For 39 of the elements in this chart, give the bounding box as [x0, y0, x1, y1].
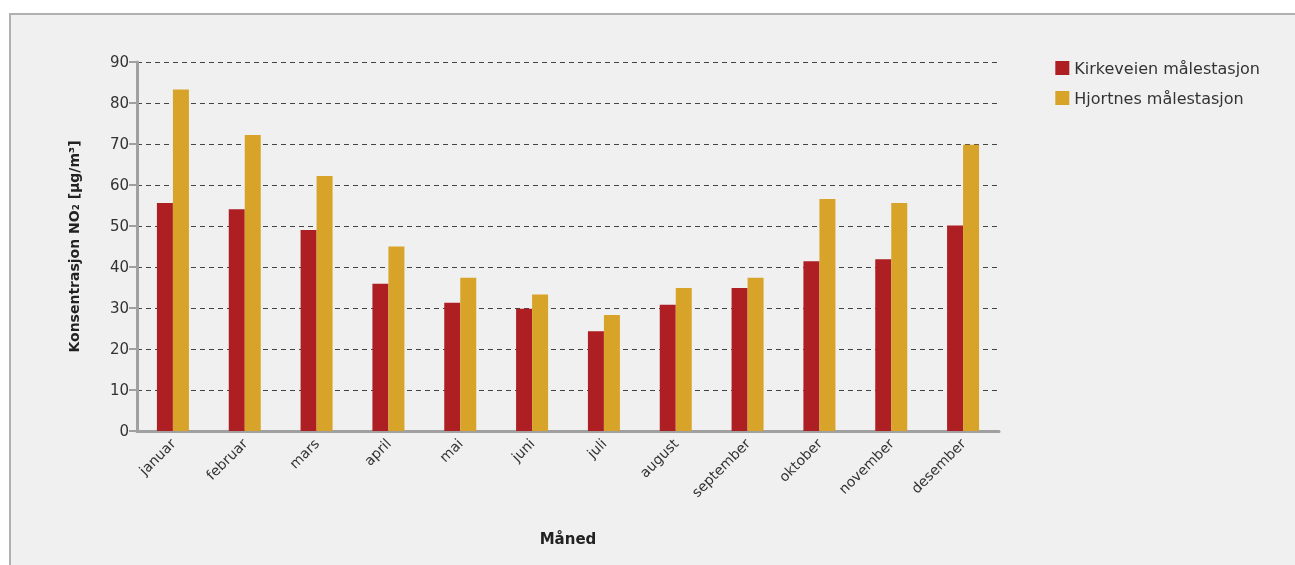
y-tick-label: 40 [109, 258, 129, 276]
bar [875, 259, 892, 431]
y-tick-label: 30 [109, 299, 129, 317]
y-tick-label: 90 [109, 53, 129, 71]
bar [963, 144, 980, 431]
bar [388, 246, 405, 431]
bar [947, 225, 964, 431]
bar [587, 331, 604, 431]
legend-label: Hjortnes målestasjon [1074, 88, 1244, 108]
bar [747, 277, 764, 431]
y-tick-label: 0 [119, 422, 129, 440]
bar [659, 304, 676, 431]
bar [675, 287, 692, 431]
bar [803, 261, 820, 431]
x-axis-title: Måned [539, 529, 597, 548]
bar [228, 209, 245, 431]
y-axis-title: Konsentrasjon NO₂ [µg/m³] [66, 140, 82, 353]
y-tick-label: 70 [109, 135, 129, 153]
y-tick-label: 60 [109, 176, 129, 194]
bar [156, 203, 173, 431]
legend-label: Kirkeveien målestasjon [1074, 58, 1260, 78]
bar [316, 175, 333, 431]
bar [300, 230, 317, 431]
y-tick-label: 50 [109, 217, 129, 235]
bar [172, 89, 189, 431]
y-tick-label: 80 [109, 94, 129, 112]
bar [460, 277, 477, 431]
bar [603, 314, 620, 431]
x-tick-label: juli [583, 435, 610, 462]
bar [532, 294, 549, 431]
bar [516, 308, 533, 431]
y-tick-label: 10 [109, 381, 129, 399]
bar [372, 283, 389, 431]
bar [891, 203, 908, 431]
bar [244, 134, 261, 431]
bar [731, 287, 748, 431]
bar [444, 302, 461, 431]
y-tick-label: 20 [109, 340, 129, 358]
bar [819, 198, 836, 431]
